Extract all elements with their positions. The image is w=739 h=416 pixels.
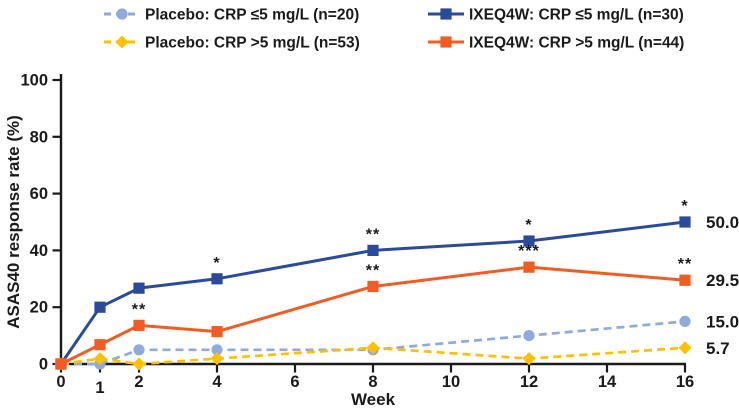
data-point-placebo-crp-le5 <box>211 344 223 356</box>
data-point-ixeq4w-crp-gt5 <box>523 261 535 273</box>
data-point-ixeq4w-crp-gt5 <box>55 358 67 370</box>
significance-marker-ixeq4w-crp-gt5: ** <box>678 256 692 273</box>
data-point-ixeq4w-crp-gt5 <box>211 326 223 338</box>
legend-label-ixeq4w-crp-gt5: IXEQ4W: CRP >5 mg/L (n=44) <box>469 35 684 52</box>
x-tick-label: 8 <box>368 373 377 391</box>
x-tick-label: 0 <box>56 373 65 391</box>
x-tick-label: 14 <box>598 373 617 391</box>
data-point-ixeq4w-crp-le5 <box>679 216 691 228</box>
y-tick-label: 100 <box>20 72 48 90</box>
data-point-ixeq4w-crp-gt5 <box>679 274 691 286</box>
data-point-ixeq4w-crp-le5 <box>94 301 106 313</box>
end-value-label-ixeq4w-crp-gt5: 29.5 <box>706 271 739 290</box>
data-point-ixeq4w-crp-gt5 <box>133 319 145 331</box>
legend-marker-circle-icon <box>116 8 128 20</box>
legend-item-ixeq4w-crp-le5: IXEQ4W: CRP ≤5 mg/L (n=30) <box>428 7 684 24</box>
x-tick-label: 6 <box>290 373 299 391</box>
end-value-label-ixeq4w-crp-le5: 50.0 <box>706 213 739 232</box>
series-lines <box>54 216 692 371</box>
legend-marker-diamond-icon <box>115 35 129 49</box>
x-tick-label: 1 <box>95 379 104 397</box>
legend-marker-square-icon <box>440 8 452 20</box>
data-point-placebo-crp-gt5 <box>522 352 536 366</box>
legend-label-placebo-crp-le5: Placebo: CRP ≤5 mg/L (n=20) <box>145 7 359 24</box>
x-tick-label: 2 <box>134 373 143 391</box>
x-axis-title: Week <box>351 390 396 409</box>
x-tick-label: 16 <box>676 373 694 391</box>
y-tick-label: 80 <box>30 128 48 146</box>
data-point-placebo-crp-le5 <box>523 330 535 342</box>
data-point-placebo-crp-le5 <box>679 315 691 327</box>
x-tick-label: 4 <box>212 373 222 391</box>
legend-label-ixeq4w-crp-le5: IXEQ4W: CRP ≤5 mg/L (n=30) <box>469 7 684 24</box>
data-point-placebo-crp-gt5 <box>132 357 146 371</box>
significance-marker-ixeq4w-crp-le5: * <box>213 255 220 272</box>
data-point-ixeq4w-crp-le5 <box>133 282 145 294</box>
data-point-ixeq4w-crp-le5 <box>211 273 223 285</box>
legend-marker-square-icon <box>440 36 452 48</box>
data-point-placebo-crp-gt5 <box>366 341 380 355</box>
legend: Placebo: CRP ≤5 mg/L (n=20) IXEQ4W: CRP ≤… <box>104 7 684 52</box>
end-value-label-placebo-crp-le5: 15.0 <box>706 312 739 331</box>
y-tick-label: 0 <box>39 356 48 374</box>
data-point-ixeq4w-crp-le5 <box>523 235 535 247</box>
data-point-ixeq4w-crp-gt5 <box>367 280 379 293</box>
y-tick-label: 60 <box>30 185 48 203</box>
data-point-placebo-crp-gt5 <box>210 352 224 366</box>
data-point-placebo-crp-le5 <box>133 344 145 356</box>
data-point-placebo-crp-gt5 <box>93 352 107 366</box>
data-point-ixeq4w-crp-le5 <box>367 244 379 256</box>
y-axis-title: ASAS40 response rate (%) <box>4 115 23 329</box>
significance-annotations: 15.05.7*****50.0*********29.5 <box>132 198 739 358</box>
significance-marker-ixeq4w-crp-gt5: ** <box>366 262 380 279</box>
y-tick-label: 20 <box>30 299 48 317</box>
x-tick-label: 10 <box>442 373 460 391</box>
data-point-ixeq4w-crp-gt5 <box>94 339 106 351</box>
legend-item-placebo-crp-gt5: Placebo: CRP >5 mg/L (n=53) <box>104 35 360 52</box>
significance-marker-ixeq4w-crp-le5: * <box>681 198 688 215</box>
y-tick-label: 40 <box>30 242 48 260</box>
data-point-placebo-crp-gt5 <box>678 341 692 355</box>
legend-item-ixeq4w-crp-gt5: IXEQ4W: CRP >5 mg/L (n=44) <box>428 35 684 52</box>
significance-marker-ixeq4w-crp-gt5: *** <box>518 243 540 260</box>
legend-label-placebo-crp-gt5: Placebo: CRP >5 mg/L (n=53) <box>145 35 360 52</box>
significance-marker-ixeq4w-crp-le5: ** <box>366 226 380 243</box>
end-value-label-placebo-crp-gt5: 5.7 <box>706 339 730 358</box>
significance-marker-ixeq4w-crp-gt5: ** <box>132 301 146 318</box>
significance-marker-ixeq4w-crp-le5: * <box>525 217 532 234</box>
legend-item-placebo-crp-le5: Placebo: CRP ≤5 mg/L (n=20) <box>104 7 359 24</box>
x-tick-label: 12 <box>520 373 538 391</box>
